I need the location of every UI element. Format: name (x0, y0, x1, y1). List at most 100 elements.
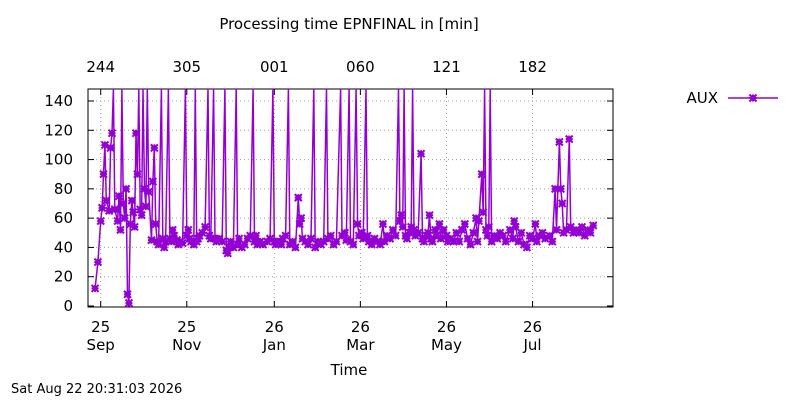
data-point (127, 196, 136, 205)
data-point (511, 222, 520, 232)
data-point (131, 129, 141, 138)
data-point (565, 134, 574, 144)
data-point (363, 231, 372, 240)
data-point (110, 205, 120, 214)
data-point (200, 222, 210, 232)
data-point (469, 228, 478, 237)
data-point (121, 184, 131, 194)
data-point (435, 219, 444, 229)
data-point (281, 231, 290, 240)
data-point (531, 219, 540, 229)
x-tick-label-day: 26 (351, 318, 370, 336)
data-point (589, 221, 598, 230)
data-point (106, 143, 115, 153)
x2-tick-label: 001 (260, 58, 289, 76)
data-point (416, 149, 426, 158)
data-point (296, 213, 306, 223)
data-point (240, 240, 249, 249)
data-point (128, 208, 138, 217)
x2-tick-label: 305 (172, 58, 201, 76)
data-point (353, 219, 362, 229)
legend-marker-glyph (748, 93, 758, 103)
x-tick-label-day: 26 (265, 318, 284, 336)
data-point (251, 231, 261, 240)
y-tick-label: 100 (44, 151, 73, 169)
data-point (548, 237, 557, 246)
x-tick-label-month: Nov (172, 336, 201, 354)
data-point (160, 243, 169, 252)
data-point (378, 219, 388, 229)
data-point (295, 219, 304, 229)
data-point (119, 199, 128, 208)
x-tick-label-day: 26 (523, 318, 542, 336)
data-point (391, 231, 400, 240)
data-point (114, 191, 124, 201)
data-point (144, 187, 153, 196)
data-point (466, 240, 475, 249)
y-tick-label: 80 (54, 180, 73, 198)
data-point (102, 196, 111, 205)
data-point (137, 211, 146, 220)
data-point (332, 237, 341, 246)
y-tick-label: 140 (44, 92, 73, 110)
data-point (130, 222, 139, 232)
series-aux (90, 88, 598, 308)
data-point (93, 257, 103, 267)
data-point (586, 228, 595, 237)
x-tick-label-month: May (431, 336, 462, 354)
plot-frame (87, 88, 614, 308)
data-point (510, 216, 519, 226)
data-point (430, 225, 440, 235)
data-point (217, 237, 227, 246)
data-point (552, 225, 561, 235)
x2-tick-label: 182 (518, 58, 547, 76)
x2-tick-label: 244 (86, 58, 115, 76)
data-point (477, 170, 486, 179)
data-point (99, 170, 108, 179)
x-tick-label-month: Jan (262, 336, 286, 354)
data-point (517, 228, 526, 237)
data-point (556, 184, 565, 194)
data-point (234, 234, 244, 243)
data-point (294, 193, 303, 202)
data-point (107, 129, 117, 138)
data-point (349, 240, 358, 249)
data-point (501, 237, 510, 246)
x2-tick-label: 121 (432, 58, 461, 76)
data-point (90, 284, 100, 293)
x-tick-label-day: 25 (177, 318, 196, 336)
data-point (133, 170, 142, 179)
data-point (460, 219, 470, 229)
data-point (398, 222, 407, 232)
data-point (557, 199, 567, 208)
data-point (306, 234, 316, 243)
x-tick-label-month: Mar (346, 336, 375, 354)
data-point (478, 208, 488, 217)
data-point (123, 290, 132, 299)
x-tick-label-month: Sep (87, 336, 115, 354)
footer-timestamp: Sat Aug 22 20:31:03 2026 (11, 382, 183, 397)
legend-label-aux: AUX (686, 89, 718, 107)
series-line-aux (94, 88, 594, 304)
y-tick-label: 60 (54, 209, 73, 227)
data-point (113, 216, 122, 226)
y-tick-label: 20 (54, 268, 73, 286)
data-point (151, 219, 160, 229)
data-point (97, 203, 107, 213)
axes: 02040608010012014025Sep25Nov26Jan26Mar26… (44, 58, 613, 354)
data-point (395, 216, 405, 226)
data-point (340, 228, 350, 237)
data-point (277, 240, 286, 249)
data-point (522, 243, 532, 252)
data-point (414, 228, 423, 237)
data-point (168, 225, 177, 235)
data-point (178, 238, 187, 248)
data-point (484, 222, 494, 232)
x-tick-label-month: Jul (523, 336, 542, 354)
data-point (473, 237, 482, 246)
data-point (150, 143, 159, 153)
legend-marker-aux (748, 93, 758, 103)
data-point (425, 211, 434, 220)
data-point (397, 211, 406, 220)
